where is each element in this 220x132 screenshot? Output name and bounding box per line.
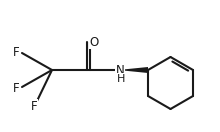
- Text: F: F: [31, 100, 37, 112]
- Text: F: F: [13, 81, 19, 95]
- Polygon shape: [123, 67, 148, 73]
- Text: O: O: [89, 36, 99, 48]
- Text: N: N: [116, 63, 124, 77]
- Text: F: F: [13, 46, 19, 58]
- Text: H: H: [117, 74, 125, 84]
